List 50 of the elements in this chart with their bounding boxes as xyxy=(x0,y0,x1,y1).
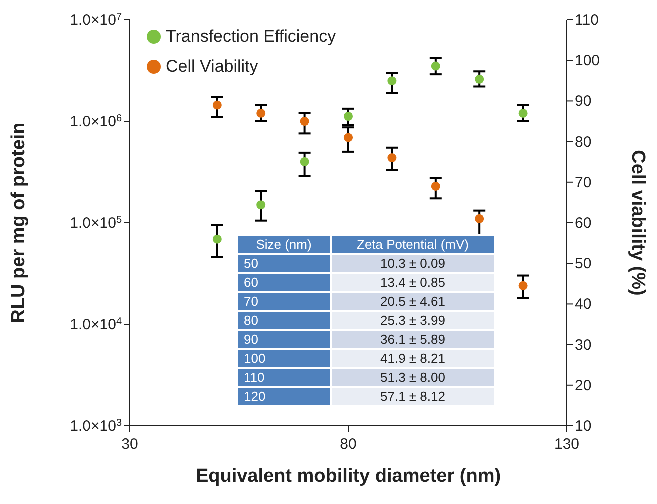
annotation: 70 xyxy=(238,293,330,310)
point xyxy=(475,74,484,84)
x-axis-title: Equivalent mobility diameter (nm) xyxy=(196,466,502,487)
y2-tick-label: 90 xyxy=(575,93,592,110)
point xyxy=(388,76,397,86)
x-tick-label: 30 xyxy=(122,436,138,453)
y2-tick-label: 70 xyxy=(575,174,592,192)
annotation: 13.4 ± 0.85 xyxy=(332,274,494,291)
x-tick-label: 80 xyxy=(340,436,357,453)
y2-tick-label: 20 xyxy=(575,377,592,394)
annotation: 110 xyxy=(238,369,330,386)
x-tick-label: 130 xyxy=(554,436,580,453)
y2-tick-label: 100 xyxy=(575,52,600,70)
annotation: 20.5 ± 4.61 xyxy=(332,293,494,310)
y-tick-label: 1.0×10$^{6}$ xyxy=(70,113,122,130)
annotation: Size (nm) xyxy=(238,236,330,253)
point xyxy=(256,200,266,210)
annotation: 41.9 ± 8.21 xyxy=(332,350,494,367)
annotation: Zeta Potential (mV) xyxy=(332,236,494,253)
y2-axis-title: Cell viability (%) xyxy=(627,150,648,296)
annotation: 50 xyxy=(238,255,330,272)
y2-tick-label: 10 xyxy=(575,418,592,435)
point xyxy=(212,234,222,244)
legend-label: Cell Viability xyxy=(166,57,258,77)
annotation: 90 xyxy=(238,331,330,348)
annotation: 80 xyxy=(238,312,330,329)
annotation: 100 xyxy=(238,350,330,367)
annotation: 57.1 ± 8.12 xyxy=(332,388,494,405)
y2-tick-label: 50 xyxy=(575,256,592,273)
y-tick-label: 1.0×10$^{7}$ xyxy=(70,12,122,29)
legend-label: Transfection Efficiency xyxy=(166,27,336,47)
point xyxy=(344,112,354,122)
point xyxy=(431,62,440,71)
y2-tick-label: 30 xyxy=(575,336,592,354)
y-axis-title: RLU per mg of protein xyxy=(8,122,30,324)
y-tick-label: 1.0×10$^{3}$ xyxy=(70,418,122,435)
annotation: 60 xyxy=(238,274,330,291)
annotation: 25.3 ± 3.99 xyxy=(332,312,494,329)
y2-tick-label: 40 xyxy=(575,296,592,314)
y2-tick-label: 110 xyxy=(575,12,599,29)
y-tick-label: 1.0×10$^{5}$ xyxy=(70,214,122,232)
annotation: 51.3 ± 8.00 xyxy=(332,369,494,386)
annotation: 120 xyxy=(238,388,330,405)
point xyxy=(300,157,310,166)
annotation: 10.3 ± 0.09 xyxy=(332,255,494,272)
annotation: 36.1 ± 5.89 xyxy=(332,331,494,348)
y2-tick-label: 60 xyxy=(575,215,592,232)
y-tick-label: 1.0×10$^{4}$ xyxy=(70,316,122,334)
point xyxy=(518,108,528,118)
y2-tick-label: 80 xyxy=(575,134,592,151)
